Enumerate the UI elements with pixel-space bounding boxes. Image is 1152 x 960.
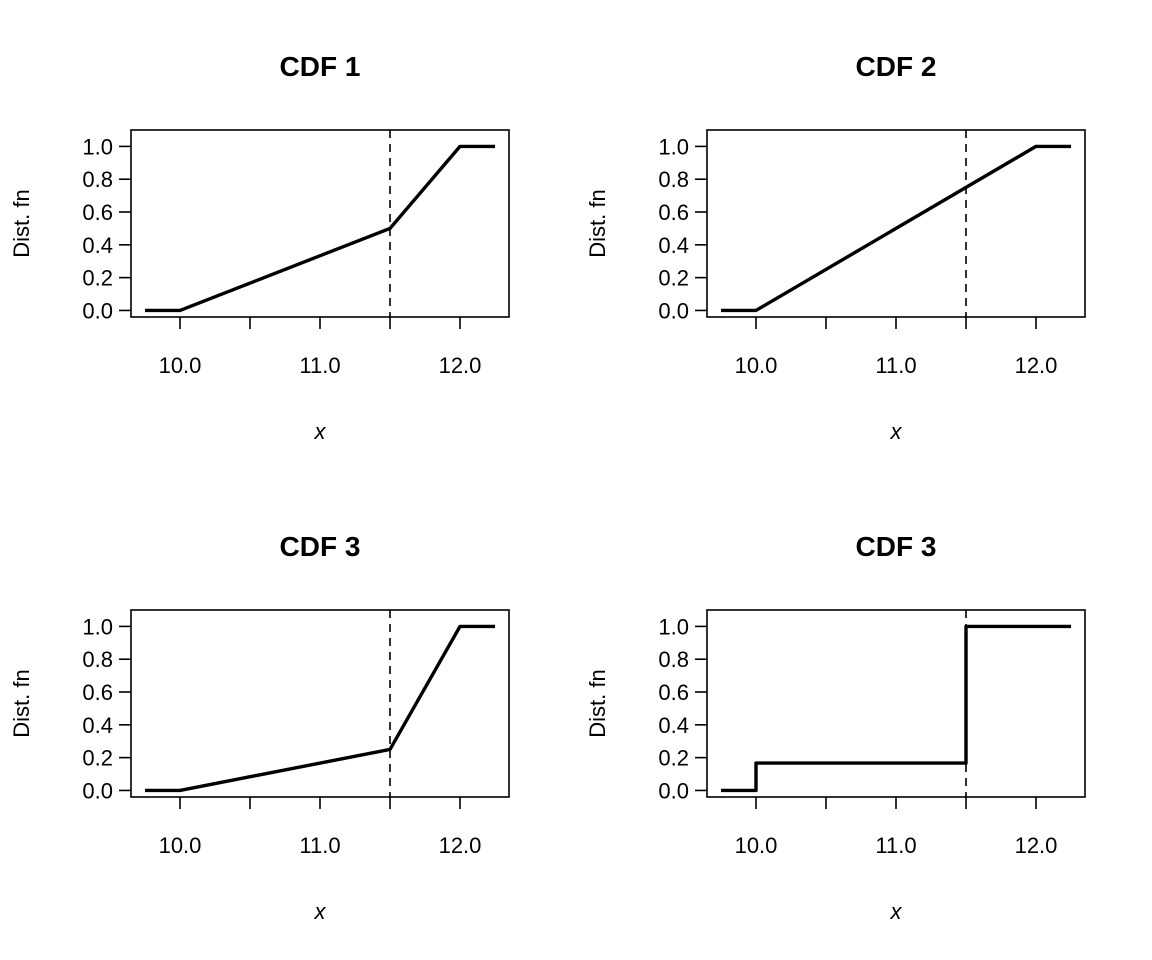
x-axis-label: x <box>890 419 903 444</box>
y-tick-label: 1.0 <box>82 134 113 159</box>
x-tick-label: 11.0 <box>875 833 916 858</box>
panel-title: CDF 2 <box>856 51 937 82</box>
cdf-line <box>145 624 495 793</box>
y-axis-label: Dist. fn <box>9 189 34 257</box>
y-tick-label: 0.6 <box>82 200 113 225</box>
x-tick-label: 10.0 <box>159 833 202 858</box>
x-tick-label: 10.0 <box>735 353 778 378</box>
y-axis-label: Dist. fn <box>9 669 34 737</box>
x-tick-label: 10.0 <box>735 833 778 858</box>
x-tick-label: 11.0 <box>299 833 340 858</box>
x-tick-label: 10.0 <box>159 353 202 378</box>
cdf-line <box>721 144 1071 313</box>
y-tick-label: 0.8 <box>82 167 113 192</box>
x-axis-label: x <box>314 419 327 444</box>
x-axis-label: x <box>314 899 327 924</box>
plot-frame <box>130 129 510 318</box>
panel-4: CDF 3 10.0 11.0 12.0 0.0 0.2 0.4 0.6 0.8 1.0 x Dist… <box>585 531 1086 924</box>
plot-frame <box>706 609 1086 798</box>
panel-3: CDF 3 10.0 11.0 12.0 0.0 0.2 0.4 0.6 0.8 1.0 x Dist… <box>9 531 510 924</box>
y-tick-label: 0.2 <box>658 746 689 771</box>
x-tick-label: 11.0 <box>299 353 340 378</box>
x-tick-label: 12.0 <box>1015 833 1058 858</box>
cdf-line <box>145 144 495 313</box>
x-tick-label: 12.0 <box>439 353 482 378</box>
y-tick-label: 1.0 <box>82 614 113 639</box>
y-tick-label: 1.0 <box>658 614 689 639</box>
y-tick-label: 0.8 <box>658 647 689 672</box>
y-tick-label: 0.0 <box>658 778 689 803</box>
y-tick-label: 0.0 <box>82 778 113 803</box>
cdf-line <box>721 624 1071 793</box>
panel-title: CDF 1 <box>280 51 361 82</box>
y-tick-label: 0.0 <box>658 298 689 323</box>
y-tick-label: 0.8 <box>658 167 689 192</box>
y-tick-label: 0.4 <box>82 713 113 738</box>
y-tick-label: 0.2 <box>658 266 689 291</box>
y-axis-label: Dist. fn <box>585 189 610 257</box>
panel-title: CDF 3 <box>280 531 361 562</box>
y-tick-label: 0.4 <box>658 233 689 258</box>
y-tick-label: 0.6 <box>82 680 113 705</box>
y-tick-label: 0.2 <box>82 266 113 291</box>
x-tick-label: 11.0 <box>875 353 916 378</box>
panel-1: CDF 1 10.0 11.0 12.0 0.0 0.2 0.4 0.6 0.8 1.0 x Dist… <box>9 51 510 444</box>
y-tick-label: 0.2 <box>82 746 113 771</box>
y-tick-label: 0.0 <box>82 298 113 323</box>
plot-frame <box>706 129 1086 318</box>
y-tick-label: 0.8 <box>82 647 113 672</box>
y-tick-label: 0.6 <box>658 200 689 225</box>
x-tick-label: 12.0 <box>1015 353 1058 378</box>
x-axis-label: x <box>890 899 903 924</box>
y-tick-label: 0.6 <box>658 680 689 705</box>
y-tick-label: 1.0 <box>658 134 689 159</box>
y-tick-label: 0.4 <box>82 233 113 258</box>
x-tick-label: 12.0 <box>439 833 482 858</box>
y-tick-label: 0.4 <box>658 713 689 738</box>
y-axis-label: Dist. fn <box>585 669 610 737</box>
panel-2: CDF 2 10.0 11.0 12.0 0.0 0.2 0.4 0.6 0.8 1.0 x Dist… <box>585 51 1086 444</box>
panel-title: CDF 3 <box>856 531 937 562</box>
